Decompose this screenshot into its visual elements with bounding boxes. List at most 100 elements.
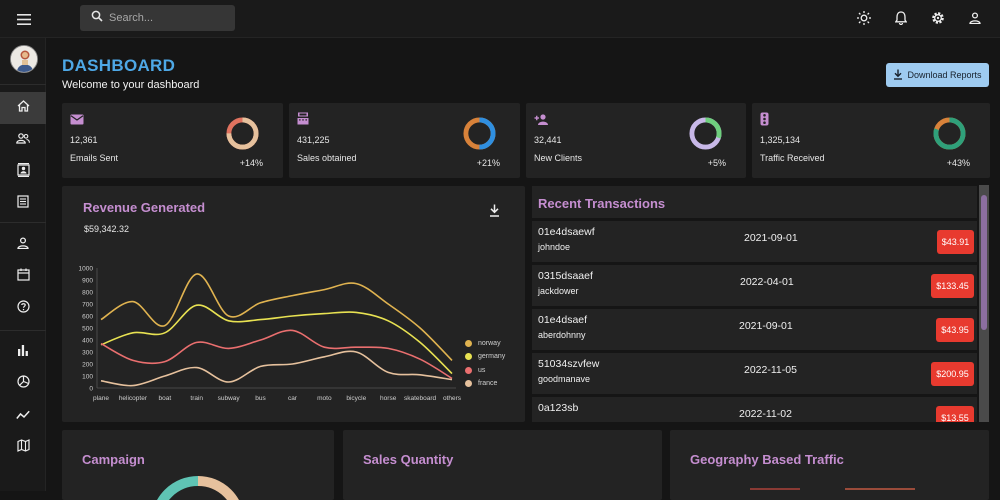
transaction-date: 2021-09-01 (739, 320, 793, 332)
transactions-title: Recent Transactions (538, 196, 666, 211)
x-tick-label: bus (255, 395, 266, 402)
campaign-title: Campaign (82, 452, 145, 467)
transactions-header: Recent Transactions (532, 186, 977, 219)
search-box[interactable] (80, 5, 235, 31)
stat-label: Emails Sent (70, 153, 119, 163)
table-row[interactable]: 01e4dsaef aberdohnny 2021-09-01 $43.95 (532, 309, 977, 350)
progress-ring (463, 117, 496, 150)
download-reports-button[interactable]: Download Reports (886, 63, 989, 87)
legend-label: france (478, 380, 498, 388)
transaction-amount: $43.91 (937, 230, 974, 254)
y-tick-label: 100 (82, 374, 93, 381)
transaction-date: 2022-11-02 (739, 408, 792, 420)
settings-icon[interactable] (929, 9, 947, 27)
y-tick-label: 200 (82, 362, 93, 369)
stat-card-sales: 431,225 Sales obtained +21% (289, 103, 520, 178)
avatar[interactable] (10, 45, 38, 73)
download-icon[interactable] (489, 204, 500, 222)
transaction-amount: $200.95 (931, 362, 974, 386)
sidebar-item-dashboard[interactable] (0, 92, 46, 124)
stat-label: Traffic Received (760, 153, 825, 163)
table-row[interactable]: 0a123sb 2022-11-02 $13.55 (532, 397, 977, 422)
sidebar (0, 38, 46, 491)
transaction-id: 0315dsaaef (538, 270, 593, 282)
sidebar-item-faq[interactable] (0, 293, 46, 325)
transaction-id: 0a123sb (538, 402, 579, 414)
table-row[interactable]: 0315dsaaef jackdower 2022-04-01 $133.45 (532, 265, 977, 306)
y-tick-label: 600 (82, 314, 93, 321)
x-tick-label: boat (158, 395, 171, 402)
page-title: DASHBOARD (62, 56, 176, 75)
x-tick-label: others (443, 395, 462, 402)
stat-card-emails: 12,361 Emails Sent +14% (62, 103, 283, 178)
x-tick-label: helicopter (119, 395, 148, 402)
traffic-icon (760, 112, 774, 126)
sidebar-item-geography[interactable] (0, 432, 46, 464)
revenue-total: $59,342.32 (84, 224, 130, 234)
stat-label: New Clients (534, 153, 583, 163)
sidebar-item-team[interactable] (0, 124, 46, 156)
help-icon (16, 300, 30, 318)
x-tick-label: plane (93, 395, 109, 402)
sidebar-item-contacts[interactable] (0, 156, 46, 188)
revenue-card: Revenue Generated $59,342.32 0 100 200 300 4… (62, 186, 525, 422)
x-tick-label: horse (380, 395, 397, 402)
transaction-id: 01e4dsaef (538, 314, 588, 326)
legend-dot (465, 353, 472, 361)
sidebar-item-calendar[interactable] (0, 261, 46, 293)
series-line-france (100, 350, 453, 387)
table-row[interactable]: 51034szvfew goodmanave 2022-11-05 $200.9… (532, 353, 977, 394)
x-tick-label: moto (317, 395, 332, 402)
transaction-user: goodmanave (538, 374, 591, 384)
download-icon (893, 69, 903, 82)
transactions-scrollbar[interactable] (979, 185, 989, 422)
series-line-us (100, 329, 453, 380)
ring-progress (689, 117, 722, 150)
legend-label: us (478, 366, 486, 374)
progress-ring (226, 117, 259, 150)
chart-legend: norway germany us france (465, 337, 505, 390)
table-row[interactable]: 01e4dsaewf johndoe 2021-09-01 $43.91 (532, 221, 977, 262)
home-icon (17, 99, 30, 117)
progress-ring (933, 117, 966, 150)
stat-value: 12,361 (70, 135, 98, 145)
legend-item[interactable]: france (465, 377, 505, 390)
sidebar-item-bar-chart[interactable] (0, 336, 46, 368)
menu-icon[interactable] (13, 10, 35, 28)
sales-quantity-card: Sales Quantity (343, 430, 662, 500)
legend-item[interactable]: germany (465, 350, 505, 363)
light-mode-icon[interactable] (855, 9, 873, 27)
y-tick-label: 300 (82, 350, 93, 357)
calendar-icon (16, 268, 30, 286)
stat-card-traffic: 1,325,134 Traffic Received +43% (752, 103, 990, 178)
person-outline-icon (17, 236, 29, 254)
sidebar-item-profile[interactable] (0, 229, 46, 261)
legend-item[interactable]: norway (465, 337, 505, 350)
legend-item[interactable]: us (465, 364, 505, 377)
transactions-panel: Recent Transactions 01e4dsaewf johndoe 2… (532, 186, 977, 422)
transaction-amount: $133.45 (931, 274, 974, 298)
notifications-icon[interactable] (892, 9, 910, 27)
people-icon (16, 131, 30, 149)
sidebar-item-invoices[interactable] (0, 188, 46, 220)
stat-card-clients: 32,441 New Clients +5% (526, 103, 746, 178)
transaction-date: 2021-09-01 (744, 232, 798, 244)
page-subtitle: Welcome to your dashboard (62, 79, 200, 91)
series-line-norway (100, 273, 453, 361)
geography-title: Geography Based Traffic (690, 452, 844, 467)
person-icon[interactable] (966, 9, 984, 27)
series-line-germany (100, 304, 453, 375)
scrollbar-thumb[interactable] (981, 195, 987, 330)
pie-chart-icon (16, 375, 30, 393)
legend-dot (465, 340, 472, 348)
sidebar-item-pie-chart[interactable] (0, 368, 46, 400)
search-input[interactable] (109, 12, 219, 24)
sidebar-item-line-chart[interactable] (0, 400, 46, 432)
transaction-date: 2022-04-01 (740, 276, 794, 288)
stat-value: 431,225 (297, 135, 330, 145)
progress-ring (689, 117, 722, 150)
stat-change: +43% (946, 158, 970, 168)
y-tick-label: 800 (82, 290, 93, 297)
revenue-line-chart: 0 100 200 300 400 500 600 700 800 900 1000 plane hel… (79, 266, 462, 403)
map-fragment (845, 488, 915, 490)
